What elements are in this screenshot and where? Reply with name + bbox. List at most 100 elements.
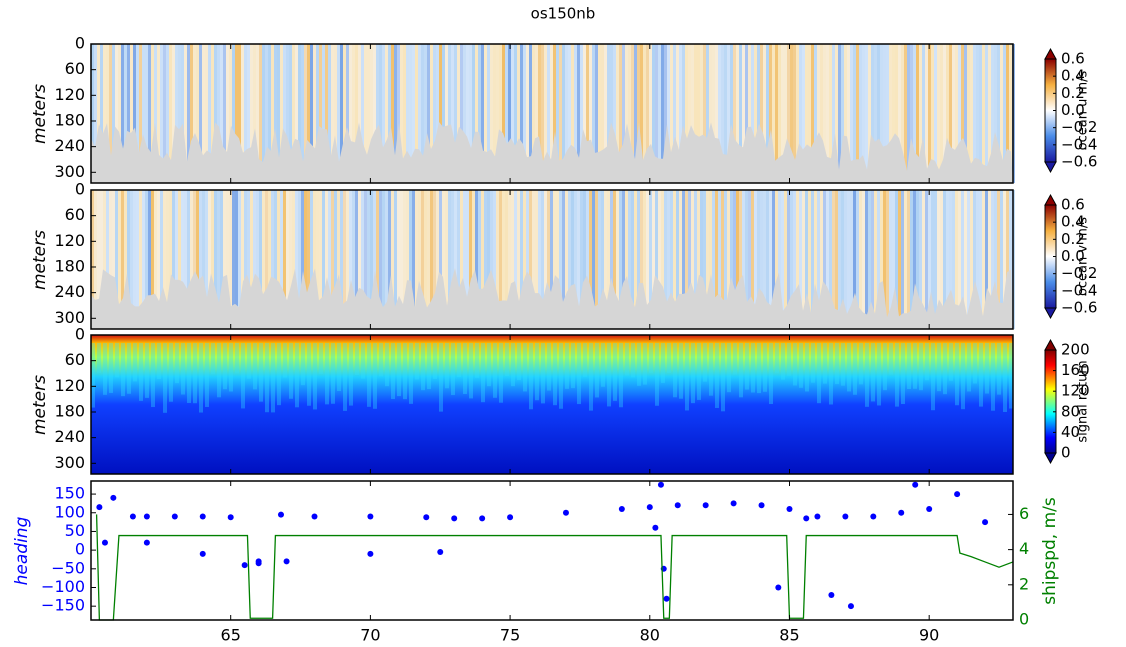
heatmap-texture <box>955 44 958 183</box>
heatmap-texture <box>448 44 451 183</box>
heatmap-texture <box>259 343 263 402</box>
heatmap-texture <box>199 44 202 183</box>
heatmap-texture <box>700 190 703 329</box>
heatmap-texture <box>862 44 865 183</box>
heatmap-texture <box>529 343 533 410</box>
heatmap-texture <box>211 343 215 375</box>
heatmap-texture <box>463 343 467 394</box>
heatmap-texture <box>571 343 575 389</box>
heatmap-texture <box>361 44 364 183</box>
heatmap-texture <box>556 190 559 329</box>
heatmap-texture <box>934 44 937 183</box>
heatmap-texture <box>517 44 520 183</box>
heatmap-texture <box>904 44 907 183</box>
heatmap-texture <box>688 44 691 183</box>
heatmap-texture <box>487 190 490 329</box>
heatmap-texture <box>499 190 502 329</box>
y-tick-label: 300 <box>54 308 85 327</box>
heatmap-texture <box>388 190 391 329</box>
heatmap-texture <box>961 44 964 183</box>
heatmap-texture <box>412 44 415 183</box>
heading-point <box>227 514 234 521</box>
heatmap-texture <box>670 190 673 329</box>
heatmap-texture <box>769 343 773 405</box>
heading-point <box>912 481 919 488</box>
heatmap-texture <box>532 44 535 183</box>
heatmap-texture <box>223 343 227 390</box>
heatmap-texture <box>583 44 586 183</box>
heatmap-texture <box>454 44 457 183</box>
heatmap-texture <box>487 343 491 387</box>
heading-point <box>775 584 782 591</box>
heatmap-texture <box>592 190 595 329</box>
heatmap-texture <box>277 343 281 406</box>
heatmap-texture <box>553 44 556 183</box>
colorbar-tick-label: −0.6 <box>1061 153 1097 171</box>
heatmap-texture <box>892 44 895 183</box>
heatmap-texture <box>889 343 893 375</box>
heatmap-texture <box>865 44 868 183</box>
heatmap-texture <box>763 190 766 329</box>
heatmap-texture <box>703 44 706 183</box>
heatmap-texture <box>283 44 286 183</box>
heatmap-texture <box>205 190 208 329</box>
heatmap-texture <box>247 44 250 183</box>
heatmap-texture <box>835 44 838 183</box>
heatmap-texture <box>790 44 793 183</box>
colorbar-tick-label: −0.4 <box>1061 135 1097 153</box>
heatmap-texture <box>478 190 481 329</box>
heatmap-texture <box>943 44 946 183</box>
heatmap-texture <box>163 343 167 413</box>
heatmap-texture <box>121 190 124 329</box>
heatmap-texture <box>310 44 313 183</box>
heatmap-texture <box>565 190 568 329</box>
heading-point <box>241 562 248 569</box>
heatmap-texture <box>247 190 250 329</box>
heatmap-texture <box>829 190 832 329</box>
heatmap-texture <box>403 190 406 329</box>
heatmap-texture <box>898 190 901 329</box>
heading-point <box>847 603 854 610</box>
heatmap-texture <box>193 190 196 329</box>
heatmap-texture <box>205 44 208 183</box>
colorbar-tick-label: 200 <box>1061 341 1090 359</box>
colorbar-extend <box>1044 193 1057 206</box>
heatmap-texture <box>481 44 484 183</box>
heatmap-texture <box>613 44 616 183</box>
heatmap-texture <box>793 190 796 329</box>
heatmap-texture <box>361 343 365 379</box>
heatmap-texture <box>286 44 289 183</box>
heatmap-texture <box>622 44 625 183</box>
heatmap-texture <box>199 190 202 329</box>
heatmap-texture <box>871 44 874 183</box>
heatmap-texture <box>568 44 571 183</box>
heatmap-texture <box>511 190 514 329</box>
heatmap-texture <box>292 44 295 183</box>
heatmap-texture <box>931 343 935 411</box>
heatmap-texture <box>841 44 844 183</box>
heatmap-texture <box>895 343 899 407</box>
heatmap-texture <box>490 44 493 183</box>
heatmap-texture <box>115 190 118 329</box>
heatmap-texture <box>157 343 161 380</box>
heatmap-texture <box>871 190 874 329</box>
heatmap-texture <box>640 190 643 329</box>
heatmap-texture <box>904 190 907 329</box>
heatmap-texture <box>985 44 988 183</box>
heatmap-texture <box>562 44 565 183</box>
heatmap-texture <box>172 190 175 329</box>
heatmap-texture <box>631 343 635 378</box>
heading-point <box>255 560 262 567</box>
heatmap-texture <box>727 44 730 183</box>
heatmap-texture <box>394 190 397 329</box>
heatmap-texture <box>748 44 751 183</box>
heatmap-texture <box>547 190 550 329</box>
heatmap-texture <box>814 44 817 183</box>
heatmap-texture <box>646 44 649 183</box>
heatmap-texture <box>607 44 610 183</box>
heatmap-texture <box>781 190 784 329</box>
y-tick-label: 180 <box>54 110 85 129</box>
heatmap-texture <box>151 44 154 183</box>
heading-point <box>898 509 905 516</box>
heatmap-texture <box>691 190 694 329</box>
